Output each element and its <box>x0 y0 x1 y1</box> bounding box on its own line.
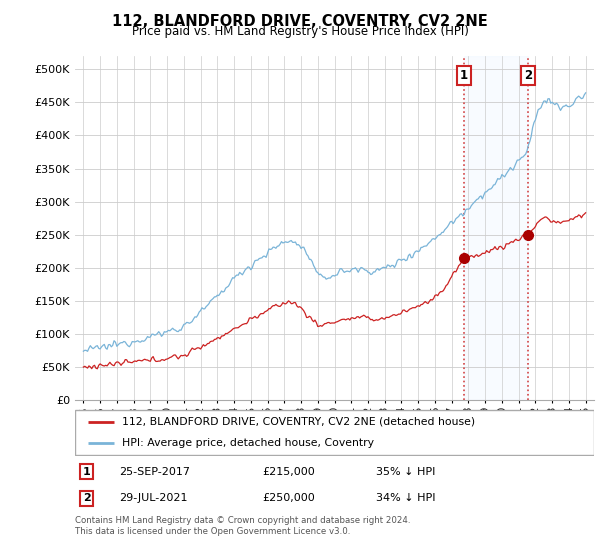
Text: 1: 1 <box>460 69 468 82</box>
Text: 112, BLANDFORD DRIVE, COVENTRY, CV2 2NE: 112, BLANDFORD DRIVE, COVENTRY, CV2 2NE <box>112 14 488 29</box>
Text: Contains HM Land Registry data © Crown copyright and database right 2024.
This d: Contains HM Land Registry data © Crown c… <box>75 516 410 536</box>
Bar <box>464 56 528 400</box>
Text: 112, BLANDFORD DRIVE, COVENTRY, CV2 2NE (detached house): 112, BLANDFORD DRIVE, COVENTRY, CV2 2NE … <box>122 417 475 427</box>
Text: 2: 2 <box>524 69 532 82</box>
Text: HPI: Average price, detached house, Coventry: HPI: Average price, detached house, Cove… <box>122 438 374 448</box>
Text: 1: 1 <box>83 466 91 477</box>
Text: 34% ↓ HPI: 34% ↓ HPI <box>376 493 436 503</box>
FancyBboxPatch shape <box>75 410 594 455</box>
Text: £250,000: £250,000 <box>262 493 314 503</box>
Text: 2: 2 <box>83 493 91 503</box>
Text: 29-JUL-2021: 29-JUL-2021 <box>119 493 188 503</box>
Text: Price paid vs. HM Land Registry's House Price Index (HPI): Price paid vs. HM Land Registry's House … <box>131 25 469 38</box>
Text: £215,000: £215,000 <box>262 466 314 477</box>
Text: 25-SEP-2017: 25-SEP-2017 <box>119 466 190 477</box>
Text: 35% ↓ HPI: 35% ↓ HPI <box>376 466 436 477</box>
